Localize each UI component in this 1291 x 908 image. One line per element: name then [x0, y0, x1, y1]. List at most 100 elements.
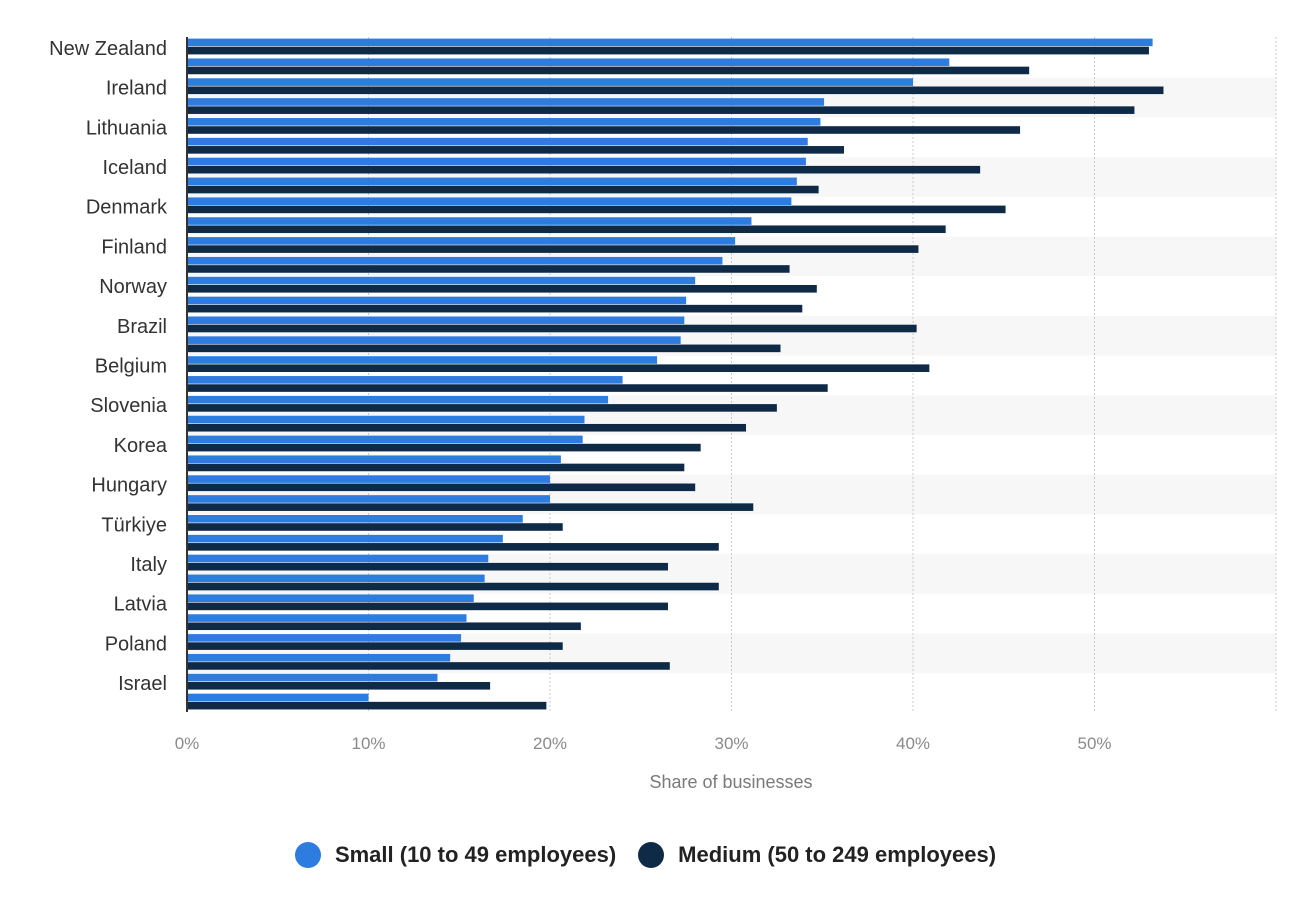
category-label: Korea: [114, 435, 168, 457]
category-label: Italy: [130, 554, 167, 576]
bar-medium[interactable]: [187, 304, 803, 313]
bar-medium[interactable]: [187, 443, 701, 452]
bar-chart: New Zealand Ireland Lithuania Iceland Denmar…: [49, 37, 1277, 792]
category-label: Ireland: [106, 78, 167, 100]
category-label: Denmark: [86, 197, 168, 219]
legend-marker-small: [294, 842, 321, 868]
bar-small[interactable]: [187, 455, 561, 464]
x-axis-title: Share of businesses: [649, 772, 812, 792]
bar-medium[interactable]: [187, 562, 668, 571]
bar-small[interactable]: [187, 574, 485, 583]
bar-medium[interactable]: [187, 404, 777, 412]
category-label: Israel: [118, 673, 167, 695]
x-tick-labels: 0% 10% 20% 30% 40% 50%: [175, 734, 1112, 753]
bar-medium[interactable]: [187, 602, 668, 611]
bar-small[interactable]: [187, 296, 687, 305]
x-tick-label: 10%: [351, 734, 385, 753]
legend-item-medium[interactable]: Medium (50 to 249 employees): [638, 842, 996, 868]
bar-small[interactable]: [187, 356, 658, 364]
bar-medium[interactable]: [187, 225, 946, 234]
category-label: Belgium: [95, 356, 167, 378]
bar-medium[interactable]: [187, 503, 754, 511]
x-tick-label: 50%: [1077, 734, 1111, 753]
legend-label-small: Small (10 to 49 employees): [334, 842, 617, 867]
x-tick-label: 30%: [714, 734, 748, 753]
bars: [187, 38, 1164, 710]
bar-medium[interactable]: [187, 324, 917, 333]
bar-medium[interactable]: [187, 66, 1030, 75]
bar-medium[interactable]: [187, 344, 781, 353]
category-label: Hungary: [91, 475, 167, 497]
bar-medium[interactable]: [187, 423, 747, 432]
bar-small[interactable]: [187, 256, 723, 265]
bar-medium[interactable]: [187, 622, 581, 631]
bar-medium[interactable]: [187, 46, 1149, 55]
bar-small[interactable]: [187, 157, 806, 166]
bar-medium[interactable]: [187, 463, 685, 472]
x-tick-label: 0%: [175, 734, 200, 753]
bar-medium[interactable]: [187, 265, 790, 273]
bar-small[interactable]: [187, 614, 467, 622]
bar-medium[interactable]: [187, 106, 1135, 114]
bar-medium[interactable]: [187, 384, 828, 392]
x-tick-label: 20%: [533, 734, 567, 753]
bar-small[interactable]: [187, 217, 752, 225]
bar-small[interactable]: [187, 653, 451, 662]
bar-small[interactable]: [187, 554, 489, 563]
bar-medium[interactable]: [187, 523, 563, 531]
bar-small[interactable]: [187, 177, 797, 186]
bar-small[interactable]: [187, 594, 474, 602]
legend-item-small[interactable]: Small (10 to 49 employees): [294, 842, 617, 868]
bar-small[interactable]: [187, 673, 438, 682]
bar-small[interactable]: [187, 634, 462, 642]
bar-small[interactable]: [187, 376, 623, 384]
bar-small[interactable]: [187, 415, 585, 424]
bar-medium[interactable]: [187, 245, 919, 253]
bar-small[interactable]: [187, 316, 685, 325]
bar-small[interactable]: [187, 276, 696, 285]
legend: Small (10 to 49 employees) Medium (50 to…: [0, 842, 1291, 868]
bar-small[interactable]: [187, 78, 913, 86]
bar-small[interactable]: [187, 495, 550, 503]
bar-medium[interactable]: [187, 582, 719, 591]
bar-small[interactable]: [187, 336, 681, 344]
bar-small[interactable]: [187, 137, 808, 146]
category-label: Türkiye: [101, 514, 167, 536]
bar-medium[interactable]: [187, 86, 1164, 95]
category-label: Latvia: [114, 594, 168, 616]
bar-medium[interactable]: [187, 146, 845, 154]
category-label: Poland: [105, 633, 167, 655]
bar-medium[interactable]: [187, 185, 819, 194]
category-label: Norway: [99, 276, 167, 298]
legend-label-medium: Medium (50 to 249 employees): [678, 842, 997, 867]
category-labels: New Zealand Ireland Lithuania Iceland Denmar…: [49, 38, 168, 695]
bar-medium[interactable]: [187, 483, 696, 492]
category-label: New Zealand: [49, 38, 167, 60]
bar-small[interactable]: [187, 435, 583, 444]
bar-medium[interactable]: [187, 701, 547, 710]
legend-marker-medium: [638, 842, 665, 868]
bar-medium[interactable]: [187, 662, 670, 670]
bar-small[interactable]: [187, 118, 821, 126]
bar-small[interactable]: [187, 38, 1153, 47]
bar-small[interactable]: [187, 98, 825, 106]
bar-medium[interactable]: [187, 642, 563, 650]
bar-medium[interactable]: [187, 682, 491, 690]
bar-small[interactable]: [187, 197, 792, 205]
bar-medium[interactable]: [187, 285, 817, 293]
bar-small[interactable]: [187, 58, 950, 67]
bar-medium[interactable]: [187, 126, 1021, 134]
category-label: Slovenia: [90, 395, 168, 417]
bar-small[interactable]: [187, 693, 369, 702]
bar-medium[interactable]: [187, 543, 719, 551]
bar-medium[interactable]: [187, 364, 930, 372]
bar-medium[interactable]: [187, 165, 981, 174]
bar-small[interactable]: [187, 395, 609, 404]
bar-small[interactable]: [187, 475, 550, 483]
bar-medium[interactable]: [187, 205, 1006, 214]
bar-small[interactable]: [187, 237, 736, 245]
category-label: Brazil: [117, 316, 167, 338]
bar-small[interactable]: [187, 515, 523, 523]
category-label: Iceland: [103, 157, 168, 179]
bar-small[interactable]: [187, 534, 503, 543]
